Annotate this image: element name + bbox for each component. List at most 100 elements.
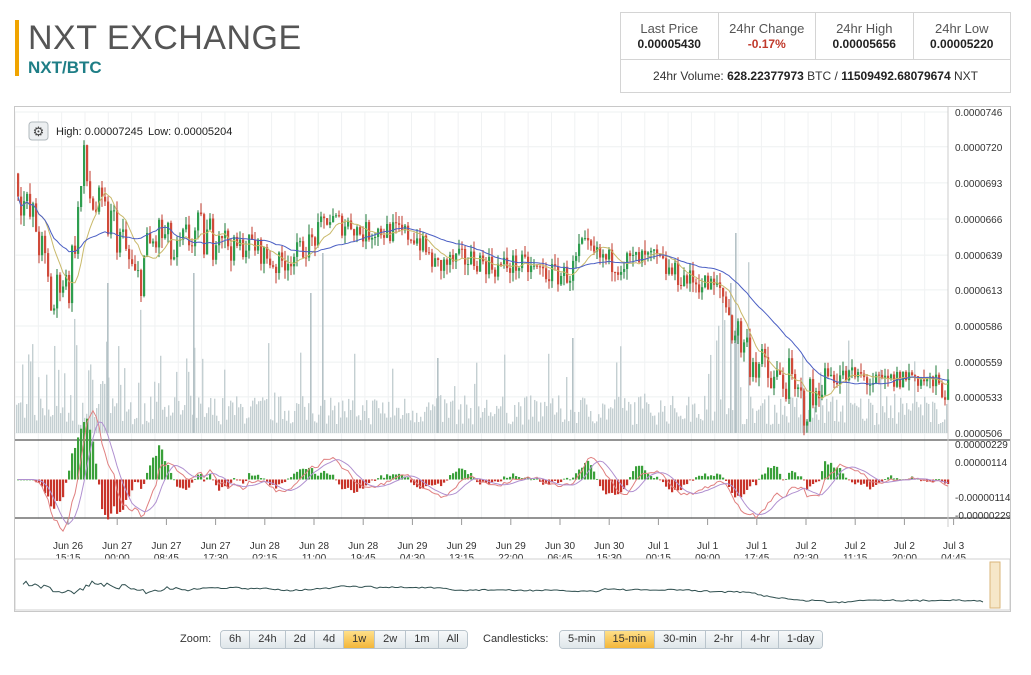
page-title: NXT EXCHANGE: [28, 19, 302, 57]
volume-bar: [388, 401, 390, 433]
volume-bar: [506, 412, 508, 433]
candle-body: [320, 216, 323, 223]
zoom-button-2w[interactable]: 2w: [375, 631, 407, 648]
macd-histogram-bar: [251, 475, 254, 480]
price-chart[interactable]: 0.0000746 0.0000720 0.0000693 0.0000666 0.00…: [14, 106, 1012, 612]
candlestick-button-2-hr[interactable]: 2-hr: [705, 631, 743, 648]
macd-histogram-bar: [35, 479, 38, 483]
macd-histogram-bar: [764, 473, 767, 480]
volume-bar: [462, 423, 464, 433]
volume-bar: [124, 368, 126, 433]
macd-histogram-bar: [557, 479, 560, 483]
macd-histogram-bar: [899, 479, 902, 481]
high-label: 24hr High: [836, 21, 893, 36]
zoom-button-1m[interactable]: 1m: [406, 631, 439, 648]
zoom-button-4d[interactable]: 4d: [314, 631, 345, 648]
zoom-button-2d[interactable]: 2d: [285, 631, 315, 648]
macd-histogram-bar: [779, 473, 782, 480]
volume-bar: [786, 416, 788, 433]
candle-body: [944, 397, 947, 400]
volume-bar: [396, 407, 398, 433]
volume-bar: [438, 395, 440, 433]
candle-body: [458, 248, 461, 254]
macd-histogram-bar: [164, 461, 167, 480]
candlestick-button-4-hr[interactable]: 4-hr: [742, 631, 779, 648]
volume-bar: [812, 417, 814, 433]
macd-histogram-bar: [746, 479, 749, 490]
macd-histogram-bar: [215, 479, 218, 486]
macd-histogram-bar: [218, 479, 221, 491]
candle-body: [173, 257, 176, 260]
volume-bar: [604, 404, 606, 433]
volume-bar: [382, 402, 384, 433]
macd-histogram-bar: [512, 473, 515, 480]
macd-histogram-bar: [596, 478, 599, 480]
volume-bar: [426, 406, 428, 433]
price-tick-label: 0.0000746: [955, 108, 1003, 119]
candlestick-button-1-day[interactable]: 1-day: [778, 631, 823, 648]
volume-bar: [928, 403, 930, 433]
low-cell: 24hr Low 0.00005220: [914, 13, 1011, 59]
volume-bar: [348, 398, 350, 433]
candle-body: [284, 260, 287, 271]
macd-histogram-bar: [491, 479, 494, 483]
volume-bar: [422, 421, 424, 433]
macd-histogram-bar: [581, 467, 584, 480]
volume-bar: [326, 423, 328, 433]
volume-bar: [780, 398, 782, 433]
settings-button[interactable]: ⚙: [28, 121, 49, 141]
candle-body: [68, 274, 71, 304]
volume-bar: [932, 401, 934, 433]
volume-bar: [482, 412, 484, 433]
volume-bar: [764, 399, 766, 433]
volume-bar: [38, 377, 40, 433]
candle-body: [902, 371, 905, 388]
macd-histogram-bar: [842, 473, 845, 480]
candle-body: [584, 238, 587, 240]
volume-bar: [200, 403, 202, 433]
zoom-button-24h[interactable]: 24h: [250, 631, 286, 648]
volume-bar: [362, 405, 364, 433]
volume-bar: [774, 404, 776, 433]
candle-body: [548, 279, 551, 282]
macd-histogram-bar: [890, 475, 893, 480]
macd-histogram-bar: [608, 479, 611, 494]
price-tick-label: 0.0000506: [955, 429, 1003, 440]
candle-body: [620, 271, 623, 275]
volume-bar: [400, 418, 402, 433]
macd-histogram-bar: [692, 479, 695, 481]
macd-histogram-bar: [464, 470, 467, 480]
candle-body: [878, 374, 881, 376]
candle-body: [293, 256, 296, 267]
candle-body: [827, 368, 830, 377]
zoom-button-6h[interactable]: 6h: [221, 631, 251, 648]
macd-histogram-bar: [128, 479, 131, 497]
macd-histogram-bar: [239, 479, 242, 481]
zoom-button-1w[interactable]: 1w: [344, 631, 376, 648]
candle-body: [800, 387, 803, 391]
volume-bar: [186, 358, 188, 433]
candlestick-button-30-min[interactable]: 30-min: [655, 631, 706, 648]
candle-body: [941, 383, 944, 398]
volume-bar: [118, 346, 120, 433]
candle-body: [542, 266, 545, 269]
volume-bar: [640, 396, 642, 433]
volume-bar: [714, 411, 716, 433]
volume-bar: [574, 411, 576, 433]
candlestick-button-15-min[interactable]: 15-min: [604, 631, 656, 648]
volume-bar: [814, 406, 816, 433]
chart-canvas[interactable]: 0.0000746 0.0000720 0.0000693 0.0000666 0.00…: [14, 107, 1012, 611]
candle-body: [134, 263, 137, 271]
volume-bar: [58, 369, 60, 433]
volume-bar: [342, 400, 344, 433]
volume-bar: [794, 406, 796, 433]
volume-bar: [352, 400, 354, 433]
macd-tick-label: 0.00000229: [955, 440, 1008, 451]
macd-histogram-bar: [752, 479, 755, 482]
volume-bar: [132, 424, 134, 433]
candlestick-button-5-min[interactable]: 5-min: [560, 631, 605, 648]
candle-body: [140, 270, 143, 296]
candle-body: [359, 227, 362, 235]
zoom-button-all[interactable]: All: [438, 631, 467, 648]
candle-body: [449, 254, 452, 265]
